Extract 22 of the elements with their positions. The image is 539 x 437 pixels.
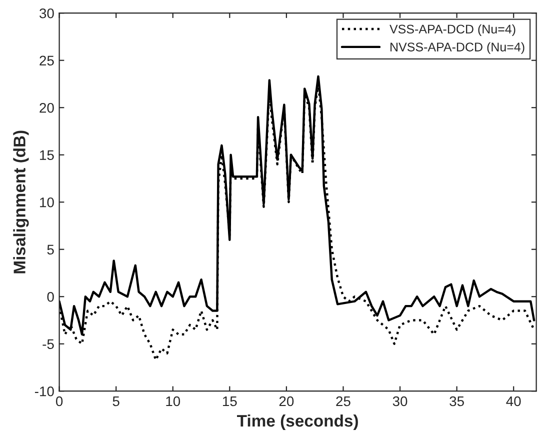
legend-label: VSS-APA-DCD (Nu=4) bbox=[390, 24, 516, 36]
x-tick-label: 40 bbox=[506, 396, 521, 406]
x-axis-title: Time (seconds) bbox=[237, 414, 358, 430]
x-tick-label: 30 bbox=[392, 396, 408, 406]
y-tick-label: 30 bbox=[40, 8, 54, 18]
y-tick-label: 0 bbox=[47, 292, 54, 302]
y-tick-label: -5 bbox=[42, 339, 54, 350]
y-tick-label: 5 bbox=[47, 244, 54, 255]
y-tick-label: 10 bbox=[40, 197, 54, 208]
x-tick-label: 20 bbox=[279, 396, 294, 406]
x-tick-label: 25 bbox=[336, 396, 350, 406]
legend-label: NVSS-APA-DCD (Nu=4) bbox=[390, 42, 524, 54]
x-tick-label: 0 bbox=[56, 396, 63, 406]
x-tick-label: 5 bbox=[112, 396, 120, 406]
x-tick-label: 10 bbox=[166, 396, 180, 406]
y-axis-title: Misalignment (dB) bbox=[13, 130, 29, 274]
y-tick-label: 15 bbox=[40, 150, 54, 160]
y-tick-label: 25 bbox=[40, 56, 54, 66]
x-tick-label: 35 bbox=[450, 396, 464, 406]
y-tick-label: 20 bbox=[40, 102, 54, 113]
x-tick-label: 15 bbox=[222, 396, 237, 406]
y-tick-label: -10 bbox=[34, 386, 54, 396]
